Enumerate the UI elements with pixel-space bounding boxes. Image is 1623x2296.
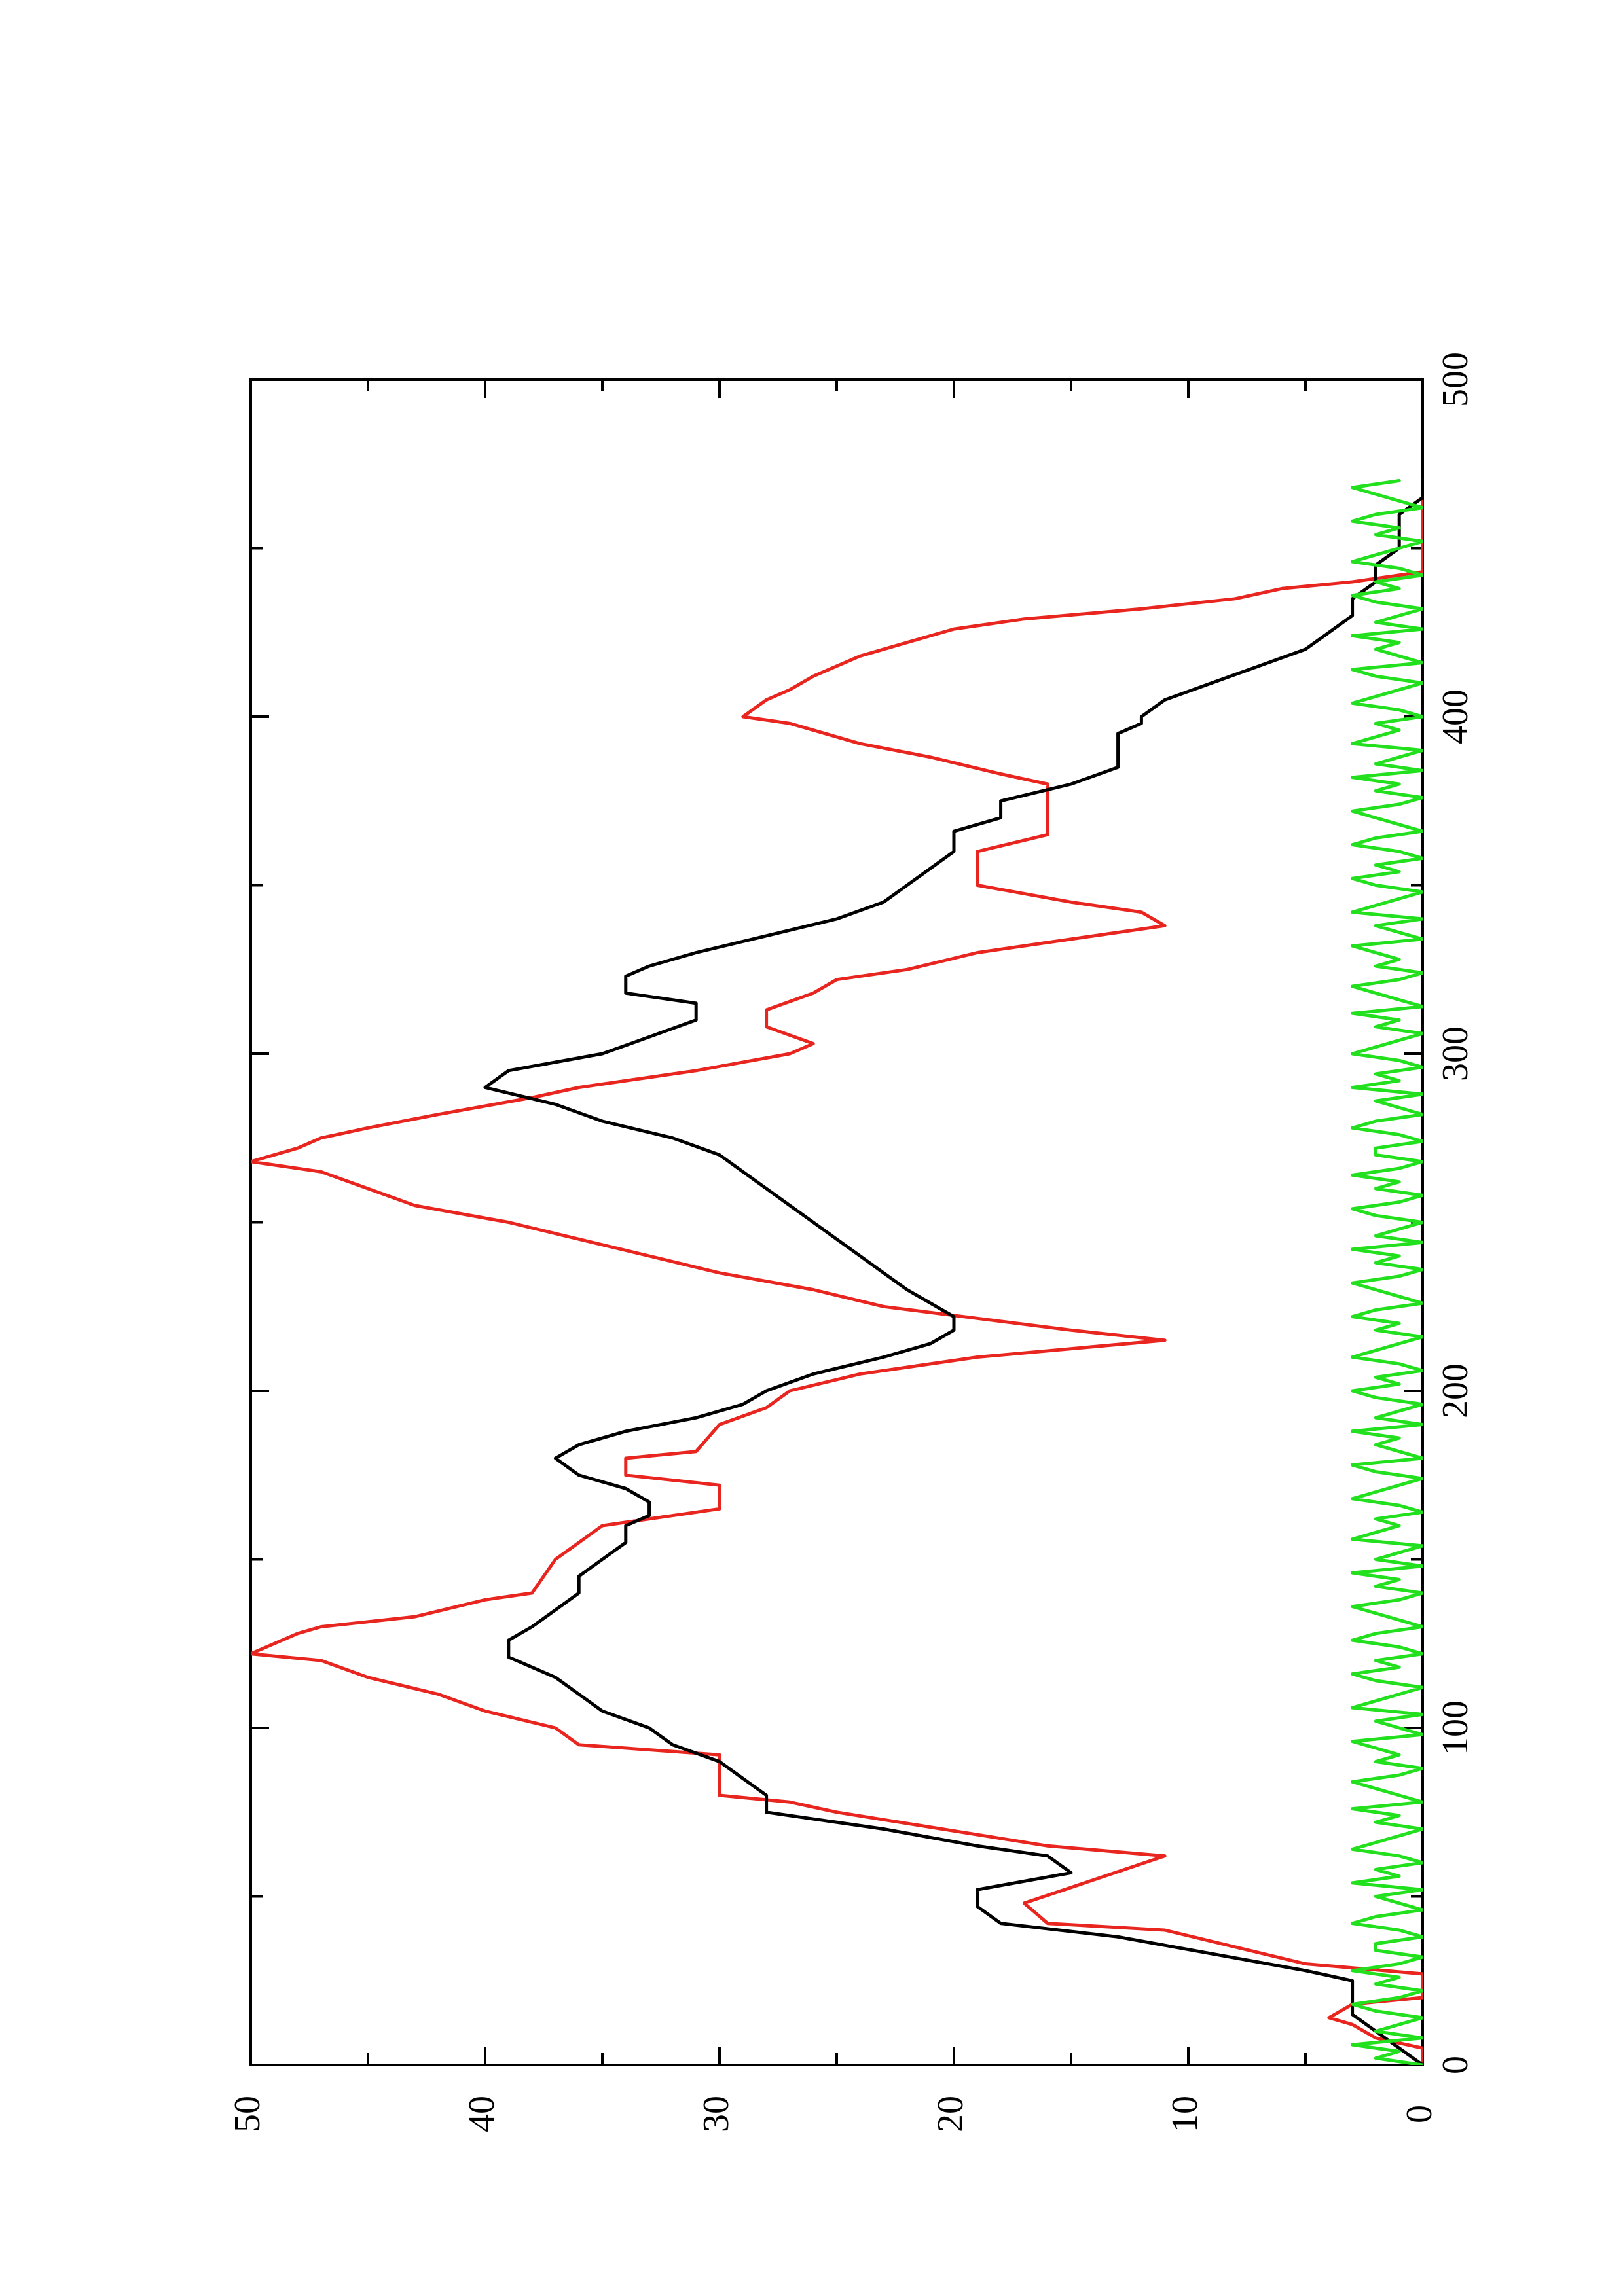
x-tick-label: 200 [1435,1363,1476,1418]
y-tick-label: 0 [1399,2105,1440,2123]
y-tick-label: 40 [462,2096,502,2132]
y-tick-label: 30 [696,2096,737,2132]
plot-group: 0 100 200 300 400 500 0 10 20 30 40 50 [227,352,1476,2132]
series-green-line [1351,479,1423,2065]
series-group [251,479,1423,2065]
x-tick-label: 400 [1435,689,1476,744]
y-tick-label: 50 [227,2096,268,2132]
x-tick-label: 300 [1435,1026,1476,1081]
y-tick-label: 10 [1165,2096,1205,2132]
y-tick-label: 20 [930,2096,971,2132]
x-tick-label: 0 [1435,2056,1476,2074]
x-tick-label: 100 [1435,1700,1476,1755]
series-red-line [251,479,1423,2065]
x-tick-label: 500 [1435,352,1476,407]
series-black-line [483,479,1423,2065]
